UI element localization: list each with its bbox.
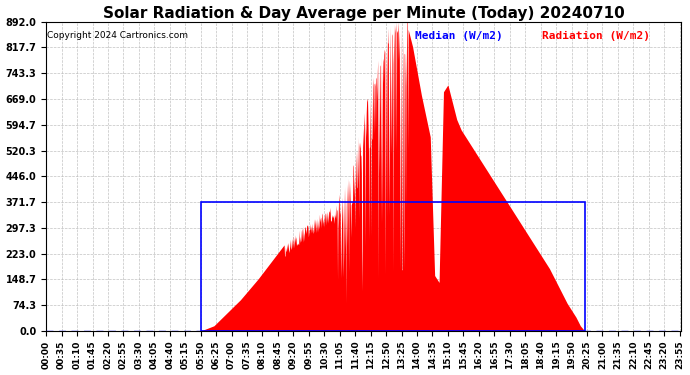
Title: Solar Radiation & Day Average per Minute (Today) 20240710: Solar Radiation & Day Average per Minute… — [103, 6, 624, 21]
Bar — [201, 202, 584, 331]
Text: Radiation (W/m2): Radiation (W/m2) — [542, 31, 650, 41]
Text: Median (W/m2): Median (W/m2) — [415, 31, 502, 41]
Text: Copyright 2024 Cartronics.com: Copyright 2024 Cartronics.com — [48, 31, 188, 40]
